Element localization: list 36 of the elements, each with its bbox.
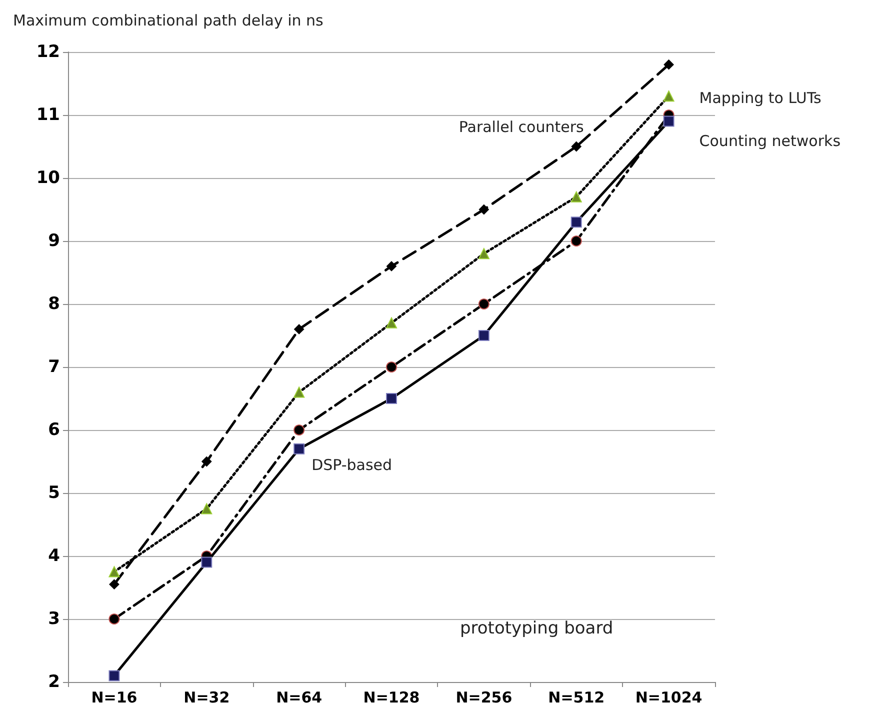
y-tick-label: 4 bbox=[48, 546, 60, 566]
y-tick-label: 11 bbox=[36, 105, 60, 125]
point bbox=[294, 324, 304, 334]
y-tick-label: 6 bbox=[48, 420, 60, 440]
point bbox=[386, 261, 396, 272]
point bbox=[202, 456, 212, 466]
y-tick-label: 3 bbox=[48, 609, 60, 629]
point bbox=[664, 60, 674, 70]
point bbox=[386, 362, 397, 372]
chart-title: Maximum combinational path delay in ns bbox=[13, 12, 324, 30]
x-tick-label: N=128 bbox=[363, 688, 420, 706]
x-tick-label: N=64 bbox=[276, 688, 322, 706]
y-tick-label: 7 bbox=[48, 357, 60, 377]
series-label: Mapping to LUTs bbox=[699, 89, 822, 108]
x-tick-label: N=32 bbox=[184, 688, 230, 706]
x-tick-label: N=16 bbox=[91, 688, 138, 706]
y-tick-label: 10 bbox=[36, 168, 60, 188]
point bbox=[570, 236, 582, 246]
point bbox=[571, 142, 582, 152]
series-label: Parallel counters bbox=[458, 118, 584, 136]
y-tick-label: 8 bbox=[48, 294, 60, 314]
point bbox=[294, 424, 305, 436]
point bbox=[108, 614, 120, 624]
series-label: DSP-based bbox=[312, 456, 392, 474]
y-tick-label: 12 bbox=[36, 42, 60, 62]
y-tick-label: 5 bbox=[48, 483, 60, 503]
y-tick-label: 2 bbox=[48, 672, 60, 692]
point bbox=[478, 298, 490, 310]
x-tick-label: N=256 bbox=[456, 688, 512, 706]
x-tick-label: N=1024 bbox=[635, 688, 702, 706]
x-tick-label: N=512 bbox=[548, 688, 605, 706]
point bbox=[478, 204, 489, 214]
series-label: Counting networks bbox=[699, 132, 841, 150]
annotation: prototyping board bbox=[460, 618, 614, 638]
y-tick-label: 9 bbox=[48, 231, 60, 251]
point bbox=[109, 579, 120, 590]
